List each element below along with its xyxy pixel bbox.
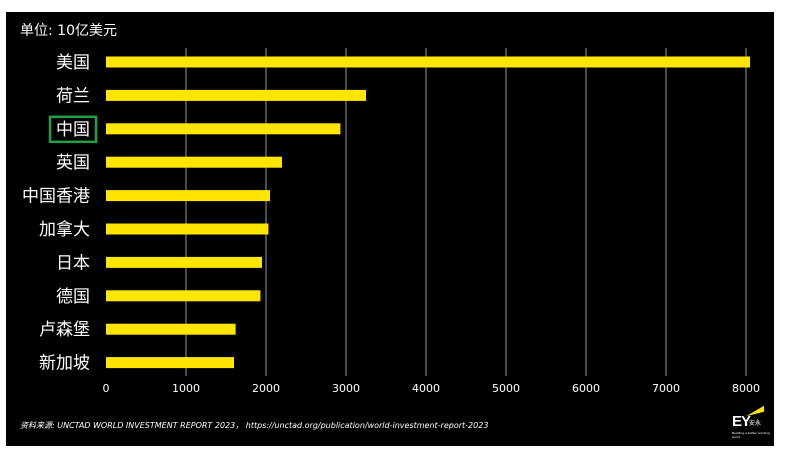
source-note: 资料来源: UNCTAD WORLD INVESTMENT REPORT 202… xyxy=(20,420,488,431)
bar xyxy=(106,123,341,135)
category-label: 中国香港 xyxy=(22,187,90,207)
x-tick-label: 5000 xyxy=(492,382,520,395)
bar xyxy=(106,190,270,202)
bar xyxy=(106,256,262,268)
bar xyxy=(106,56,750,68)
category-label: 卢森堡 xyxy=(39,320,90,340)
x-tick-label: 7000 xyxy=(652,382,680,395)
category-label: 中国 xyxy=(56,120,90,140)
x-tick-label: 4000 xyxy=(412,382,440,395)
ey-logo-mark: EY xyxy=(732,413,751,430)
ey-logo: EY 安永 Building a better working world xyxy=(732,404,772,442)
bar xyxy=(106,156,282,168)
x-tick-label: 1000 xyxy=(172,382,200,395)
category-label: 英国 xyxy=(56,153,90,173)
bar xyxy=(106,357,234,369)
source-prefix: 资料来源: xyxy=(20,421,55,430)
category-label: 日本 xyxy=(56,253,90,273)
x-tick-label: 2000 xyxy=(252,382,280,395)
x-tick-label: 0 xyxy=(103,382,110,395)
x-tick-label: 8000 xyxy=(732,382,760,395)
chart-frame: 单位: 10亿美元 0 1000 2000 3000 4000 5000 6000 7000 8… xyxy=(6,12,774,446)
bar xyxy=(106,223,269,235)
highlight-box xyxy=(48,115,98,144)
bar xyxy=(106,290,261,302)
x-tick-label: 6000 xyxy=(572,382,600,395)
category-label: 美国 xyxy=(56,53,90,73)
bar xyxy=(106,89,366,101)
source-text: UNCTAD WORLD INVESTMENT REPORT 2023， htt… xyxy=(54,421,489,430)
x-tick-label: 3000 xyxy=(332,382,360,395)
bar-chart: 0 1000 2000 3000 4000 5000 6000 7000 8000 美国荷兰中国英… xyxy=(22,48,760,395)
category-label: 荷兰 xyxy=(56,86,90,106)
category-label: 新加坡 xyxy=(39,354,90,374)
bar xyxy=(106,323,236,335)
ey-logo-cn: 安永 xyxy=(749,420,762,427)
category-label: 德国 xyxy=(56,287,90,307)
ey-logo-tagline: Building a better working world xyxy=(732,431,770,439)
unit-label: 单位: 10亿美元 xyxy=(20,23,117,39)
category-label: 加拿大 xyxy=(39,219,90,240)
